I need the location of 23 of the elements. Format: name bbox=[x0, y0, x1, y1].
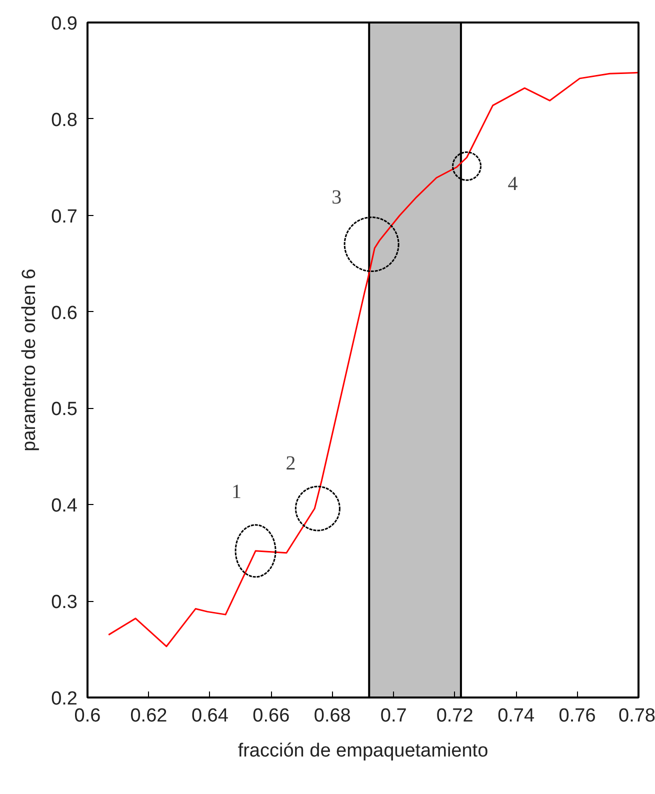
x-tick-label: 0.76 bbox=[558, 706, 596, 726]
line-series bbox=[108, 72, 638, 648]
x-tick-label: 0.64 bbox=[191, 706, 229, 726]
y-tick-label: 0.6 bbox=[51, 302, 78, 324]
x-tick-label: 0.7 bbox=[380, 706, 407, 726]
y-tick-label: 0.5 bbox=[51, 399, 78, 420]
y-tick-label: 0.8 bbox=[51, 110, 78, 131]
x-tick-label: 0.78 bbox=[618, 706, 655, 726]
annotation: 2 bbox=[286, 452, 296, 474]
x-tick-label: 0.74 bbox=[498, 706, 535, 726]
y-tick-label: 0.7 bbox=[51, 206, 78, 228]
x-tick-label: 0.66 bbox=[252, 706, 290, 726]
y-tick-label: 0.3 bbox=[51, 592, 78, 614]
annotation: 3 bbox=[332, 186, 342, 208]
annotation: 1 bbox=[232, 480, 242, 503]
x-axis-title: fracción de empaquetamiento bbox=[238, 740, 488, 762]
y-axis-title: parametro de orden 6 bbox=[19, 268, 40, 452]
x-tick-label: 0.62 bbox=[130, 706, 168, 726]
annotation: 4 bbox=[508, 173, 518, 196]
y-tick-label: 0.9 bbox=[51, 14, 78, 34]
x-tick-label: 0.72 bbox=[436, 706, 474, 726]
x-tick-label: 0.68 bbox=[314, 706, 351, 726]
y-tick-label: 0.4 bbox=[51, 496, 78, 517]
